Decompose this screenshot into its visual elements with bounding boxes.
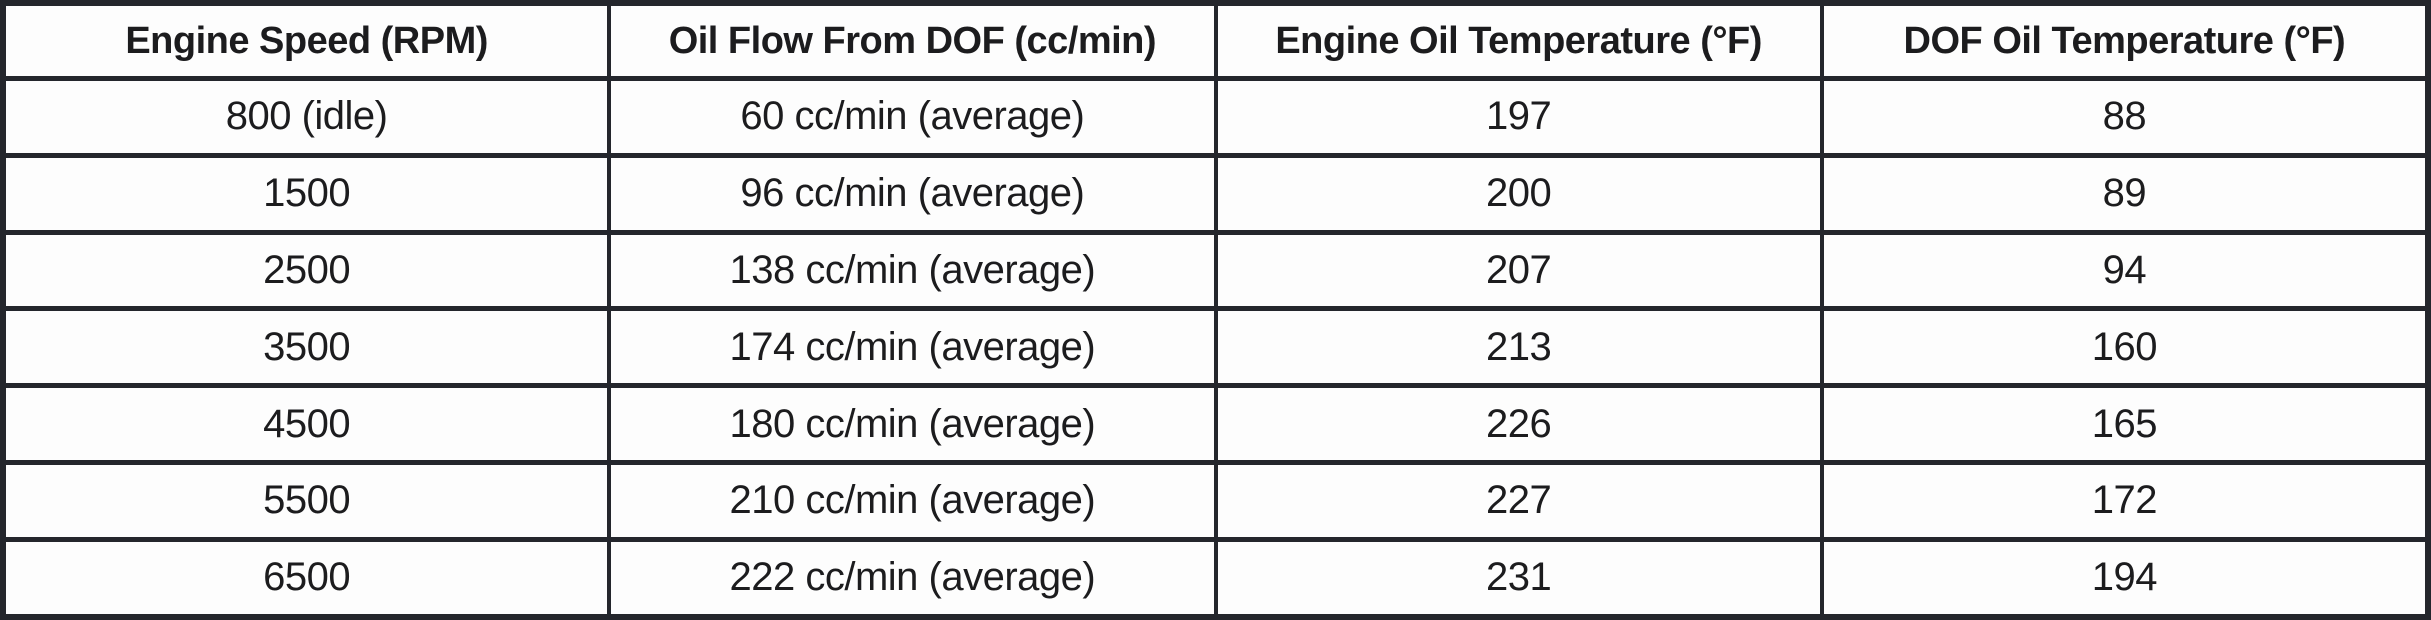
table-row: 4500 180 cc/min (average) 226 165 — [0, 383, 2431, 466]
table-row: 3500 174 cc/min (average) 213 160 — [0, 306, 2431, 389]
table-cell: 231 — [1213, 536, 1824, 620]
table-cell: 60 cc/min (average) — [607, 76, 1218, 158]
table-cell: 800 (idle) — [0, 76, 612, 158]
table-cell: 96 cc/min (average) — [607, 152, 1218, 235]
table-cell: 180 cc/min (average) — [607, 383, 1218, 466]
table-cell: 222 cc/min (average) — [607, 536, 1218, 620]
table-row: 5500 210 cc/min (average) 227 172 — [0, 460, 2431, 542]
table-header-cell-oil-flow: Oil Flow From DOF (cc/min) — [607, 0, 1218, 81]
table-row: 800 (idle) 60 cc/min (average) 197 88 — [0, 76, 2431, 158]
table-cell: 207 — [1213, 229, 1824, 312]
table-cell: 174 cc/min (average) — [607, 306, 1218, 389]
table-header: Engine Speed (RPM) Oil Flow From DOF (cc… — [0, 0, 2431, 81]
table-cell: 200 — [1213, 152, 1824, 235]
table-cell: 4500 — [0, 383, 612, 466]
table-cell: 197 — [1213, 76, 1824, 158]
table-row: 6500 222 cc/min (average) 231 194 — [0, 536, 2431, 620]
table-cell: 210 cc/min (average) — [607, 460, 1218, 542]
table-cell: 1500 — [0, 152, 612, 235]
table-cell: 94 — [1819, 229, 2431, 312]
table-row: 2500 138 cc/min (average) 207 94 — [0, 229, 2431, 312]
table-body: 800 (idle) 60 cc/min (average) 197 88 1500 96… — [0, 76, 2431, 620]
table-cell: 227 — [1213, 460, 1824, 542]
table-header-cell-dof-oil-temp: DOF Oil Temperature (°F) — [1819, 0, 2431, 81]
table-cell: 213 — [1213, 306, 1824, 389]
table-cell: 5500 — [0, 460, 612, 542]
table-cell: 2500 — [0, 229, 612, 312]
table-cell: 165 — [1819, 383, 2431, 466]
table-cell: 6500 — [0, 536, 612, 620]
table-cell: 89 — [1819, 152, 2431, 235]
table-cell: 3500 — [0, 306, 612, 389]
table-cell: 138 cc/min (average) — [607, 229, 1218, 312]
table-cell: 194 — [1819, 536, 2431, 620]
table-row: 1500 96 cc/min (average) 200 89 — [0, 152, 2431, 235]
table-cell: 172 — [1819, 460, 2431, 542]
table-header-row: Engine Speed (RPM) Oil Flow From DOF (cc… — [0, 0, 2431, 81]
table-header-cell-engine-speed: Engine Speed (RPM) — [0, 0, 612, 81]
table-cell: 160 — [1819, 306, 2431, 389]
table-cell: 226 — [1213, 383, 1824, 466]
table-cell: 88 — [1819, 76, 2431, 158]
table-header-cell-engine-oil-temp: Engine Oil Temperature (°F) — [1213, 0, 1824, 81]
